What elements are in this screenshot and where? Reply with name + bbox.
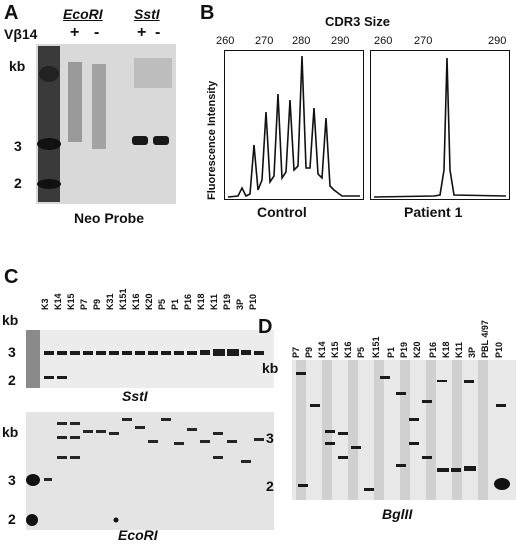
panel-d-lane: K16 — [343, 341, 353, 358]
panel-a-letter: A — [4, 2, 19, 24]
panel-c-top-2: 2 — [8, 372, 16, 388]
panel-a-size-3: 3 — [14, 138, 22, 154]
panel-c-ssti-blot — [26, 330, 274, 388]
panel-d-lane: P1 — [386, 346, 396, 358]
panel-d-lane: P10 — [494, 341, 504, 358]
panel-c-lane: P19 — [222, 293, 232, 310]
panel-d-lane: P16 — [428, 341, 438, 358]
panel-c-lane: 3P — [235, 298, 245, 310]
panel-c-kb-top: kb — [2, 312, 19, 328]
panel-a-blot — [36, 44, 176, 204]
panel-d-lane: P9 — [304, 346, 314, 358]
panel-c-ecori-blot — [26, 412, 274, 530]
panel-b-tick-l-280: 280 — [292, 35, 311, 47]
panel-a-kb-label: kb — [9, 58, 26, 74]
panel-d-kb-label: kb — [262, 360, 279, 376]
panel-b-tick-r-260: 260 — [374, 35, 393, 47]
panel-b-letter: B — [200, 2, 215, 24]
panel-c-lane: P1 — [170, 298, 180, 310]
panel-b-control-trace — [224, 50, 364, 200]
panel-d-lane: K151 — [371, 336, 381, 358]
panel-b-control-caption: Control — [257, 204, 307, 220]
panel-b-tick-l-290: 290 — [331, 35, 350, 47]
panel-b-ylabel: Fluorescence Intensity — [206, 80, 218, 200]
panel-a-size-2: 2 — [14, 175, 22, 191]
panel-d-lane: K15 — [330, 341, 340, 358]
panel-c-lane: K18 — [196, 293, 206, 310]
panel-a-caption: Neo Probe — [74, 210, 145, 226]
panel-c-lane: K11 — [209, 293, 219, 310]
panel-b-tick-r-290: 290 — [488, 35, 507, 47]
panel-d-lane: P5 — [356, 346, 366, 358]
panel-d-lane: K20 — [412, 341, 422, 358]
panel-b-patient-trace — [370, 50, 510, 200]
panel-c-lane: K31 — [105, 293, 115, 310]
panel-a-vbeta14-label: Vβ14 — [4, 26, 38, 42]
panel-c-ecori-caption: EcoRI — [118, 527, 158, 543]
panel-b-tick-r-270: 270 — [414, 35, 433, 47]
panel-a-sign-4: - — [155, 24, 161, 41]
panel-d-lane: PBL 4/97 — [480, 320, 490, 358]
panel-c-lane: K20 — [144, 293, 154, 310]
panel-c-lane: P9 — [92, 298, 102, 310]
panel-a-enzyme-ssti: SstI — [134, 6, 160, 22]
panel-c-letter: C — [4, 266, 19, 288]
panel-d-lane: K14 — [317, 341, 327, 358]
panel-b-tick-l-260: 260 — [216, 35, 235, 47]
panel-c-top-3: 3 — [8, 344, 16, 360]
panel-c-lane: P7 — [79, 298, 89, 310]
panel-d-caption: BglII — [382, 506, 413, 522]
panel-b-title: CDR3 Size — [325, 14, 391, 29]
panel-d-size-2: 2 — [266, 478, 274, 494]
panel-c-lane: K16 — [131, 293, 141, 310]
panel-a-sign-3: + — [137, 24, 147, 41]
panel-a-enzyme-ecori: EcoRI — [63, 6, 103, 22]
panel-c-lane: P16 — [183, 293, 193, 310]
panel-b-tick-l-270: 270 — [255, 35, 274, 47]
panel-c-lane: P5 — [157, 298, 167, 310]
panel-c-lane: K14 — [53, 293, 63, 310]
panel-d-lane: 3P — [467, 346, 477, 358]
panel-c-bottom-2: 2 — [8, 511, 16, 527]
panel-c-lane: K151 — [118, 288, 128, 310]
panel-d-lane: P19 — [399, 341, 409, 358]
panel-d-bglii-blot — [292, 360, 516, 500]
panel-d-lane: P7 — [291, 346, 301, 358]
panel-d-lane: K18 — [441, 341, 451, 358]
panel-c-ssti-caption: SstI — [122, 388, 148, 404]
panel-d-letter: D — [258, 316, 273, 338]
panel-c-kb-bottom: kb — [2, 424, 19, 440]
panel-c-lane: K15 — [66, 293, 76, 310]
panel-c-lane: K3 — [40, 298, 50, 310]
panel-d-lane: K11 — [454, 341, 464, 358]
panel-b-patient-caption: Patient 1 — [404, 204, 463, 220]
panel-a-sign-2: - — [94, 24, 100, 41]
panel-c-lane: P10 — [248, 293, 258, 310]
panel-a-sign-1: + — [70, 24, 80, 41]
panel-d-size-3: 3 — [266, 430, 274, 446]
panel-c-bottom-3: 3 — [8, 472, 16, 488]
